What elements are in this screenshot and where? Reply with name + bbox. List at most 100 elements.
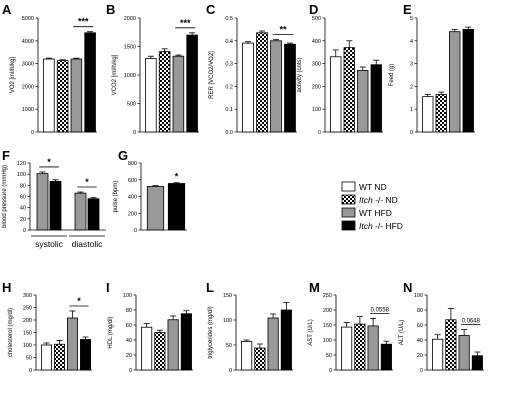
panel-e: E 0 1 2 3 4 5 Feed (g) xyxy=(389,2,475,136)
bar-itch-nd xyxy=(256,32,268,133)
y-tick-label: 150 xyxy=(323,323,332,329)
legend: WT ND Itch -/- ND WT HFD Itch -/- HFD xyxy=(341,181,403,231)
y-axis-label: triglycerides (mg/dl) xyxy=(208,306,214,358)
panel-letter: L xyxy=(206,280,214,295)
bar-itch-hfd xyxy=(471,355,483,371)
legend-swatch xyxy=(341,194,356,205)
y-tick-label: 40 xyxy=(126,338,132,344)
significance-marker: * xyxy=(175,172,179,182)
significance-marker: ** xyxy=(279,25,287,35)
legend-item-itch-nd: Itch -/- ND xyxy=(341,194,398,205)
p-value-label: 0.0558 xyxy=(371,307,390,313)
panel-b: B 0 500 1000 1500 2000 VCO2 [ml/h/kg] *** xyxy=(106,2,199,136)
y-tick-label: 4 xyxy=(410,39,413,45)
y-tick-label: 80 xyxy=(20,183,26,189)
y-tick-label: 0 xyxy=(410,130,413,136)
legend-item-wt-hfd: WT HFD xyxy=(341,207,392,218)
y-tick-label: 40 xyxy=(417,338,423,344)
bar-wt-nd xyxy=(145,58,157,133)
panel-m: M 0 50 100 150 200 250 AST (U/L) 0.0558 xyxy=(308,280,393,374)
y-tick-label: 20 xyxy=(417,353,423,359)
y-tick-label: 60 xyxy=(126,323,132,329)
y-tick-label: 300 xyxy=(23,293,32,299)
y-axis-label: cholesterol (mg/dl) xyxy=(8,308,14,357)
bar-itch-nd xyxy=(54,343,65,371)
panel-letter: M xyxy=(309,280,320,295)
panel-d: D 0 100 200 300 400 500 activity (cnts) xyxy=(297,2,383,136)
legend-swatch xyxy=(341,181,356,192)
bar-wt-hfd xyxy=(172,55,185,133)
bar-itch-nd xyxy=(354,323,366,371)
bar-itch-nd xyxy=(445,319,457,371)
bar-itch-hfd xyxy=(284,43,296,133)
y-tick-label: 0.4 xyxy=(225,39,233,45)
bar-wt-hfd xyxy=(70,58,83,133)
y-tick-label: 50 xyxy=(226,343,232,349)
bar-itch-hfd xyxy=(180,313,192,371)
bar-itch-hfd xyxy=(80,339,91,371)
panel-i: I 0 20 40 60 80 100 HDL (mg/dl) xyxy=(106,280,193,374)
panel-f: F 0 20 40 60 80 100 120 blood pressure (mmHg) sys… xyxy=(2,148,106,249)
y-tick-label: 200 xyxy=(323,308,332,314)
y-tick-label: 100 xyxy=(323,338,332,344)
bar-wt-hfd xyxy=(36,173,49,231)
y-tick-label: 100 xyxy=(312,107,321,113)
y-tick-label: 250 xyxy=(23,306,32,312)
y-tick-label: 200 xyxy=(23,318,32,324)
bar-itch-hfd xyxy=(167,183,186,231)
bar-wt-nd xyxy=(422,96,434,133)
bar-wt-hfd xyxy=(367,325,379,371)
y-tick-label: 3 xyxy=(410,62,413,68)
y-tick-label: 0 xyxy=(329,368,332,374)
y-tick-label: 80 xyxy=(417,308,423,314)
bar-itch-nd xyxy=(435,93,447,133)
y-tick-label: 3000 xyxy=(22,62,34,68)
y-tick-label: 200 xyxy=(312,84,321,90)
bar-wt-hfd xyxy=(267,317,279,371)
panel-l: L 0 50 100 150 triglycerides (mg/dl) xyxy=(206,280,293,374)
legend-swatch xyxy=(341,207,356,218)
y-tick-label: 0 xyxy=(29,368,32,374)
p-value-label: 0.0648 xyxy=(462,319,481,325)
y-tick-label: 20 xyxy=(126,353,132,359)
bar-wt-nd xyxy=(43,58,55,133)
y-tick-label: 5 xyxy=(410,16,413,22)
legend-item-wt-nd: WT ND xyxy=(341,181,387,192)
legend-diet: ND xyxy=(372,182,387,192)
panel-h: H 0 50 100 150 200 250 300 cholesterol (mg/dl) * xyxy=(2,280,92,374)
y-tick-label: 0.3 xyxy=(225,62,233,68)
bar-itch-nd xyxy=(56,60,69,133)
y-tick-label: 5000 xyxy=(22,16,34,22)
y-axis-label: HDL (mg/dl) xyxy=(108,316,114,348)
panel-letter: D xyxy=(309,2,318,17)
y-axis-label: RER [VCO2/VO2] xyxy=(209,51,215,99)
y-tick-label: 0 xyxy=(318,130,321,136)
y-tick-label: 0 xyxy=(133,130,136,136)
y-tick-label: 2000 xyxy=(22,84,34,90)
panel-letter: C xyxy=(206,2,216,17)
y-tick-label: 0 xyxy=(420,368,423,374)
y-tick-label: 0.0 xyxy=(225,130,233,136)
bar-itch-hfd xyxy=(280,309,292,371)
panel-letter: E xyxy=(403,2,412,17)
bar-itch-nd xyxy=(154,332,166,371)
panel-letter: G xyxy=(118,148,128,163)
bar-wt-nd xyxy=(330,56,342,133)
y-tick-label: 150 xyxy=(23,331,32,337)
y-tick-label: 0 xyxy=(134,228,137,234)
y-tick-label: 50 xyxy=(26,356,32,362)
legend-diet: -/- ND xyxy=(373,195,398,205)
legend-genotype: Itch xyxy=(359,195,373,205)
y-tick-label: 120 xyxy=(17,161,26,167)
legend-label: Itch -/- HFD xyxy=(359,221,403,231)
y-tick-label: 400 xyxy=(128,195,137,201)
bar-itch-nd xyxy=(158,51,171,133)
bar-wt-nd xyxy=(241,341,253,371)
y-axis-label: AST (U/L) xyxy=(308,319,314,346)
legend-genotype: WT xyxy=(359,182,372,192)
panel-letter: F xyxy=(2,148,10,163)
y-tick-label: 1 xyxy=(410,107,413,113)
significance-marker: * xyxy=(85,177,89,187)
x-category-label: systolic xyxy=(35,239,64,249)
legend-label: Itch -/- ND xyxy=(359,195,398,205)
